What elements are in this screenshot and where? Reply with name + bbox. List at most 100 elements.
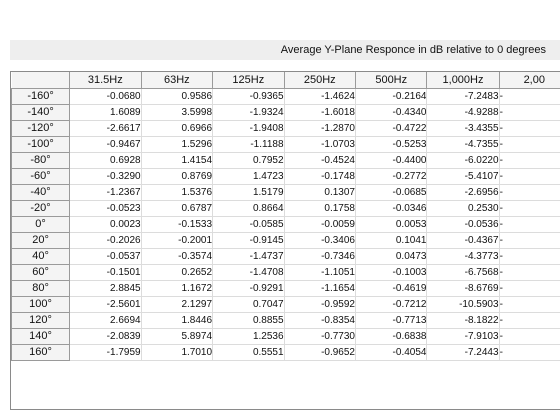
table-cell[interactable]: -1.2367 (69, 184, 142, 201)
table-cell[interactable]: -0.7713 (355, 312, 428, 329)
table-cell[interactable]: -0.3290 (69, 168, 142, 185)
table-cell[interactable]: -2.5601 (69, 296, 142, 313)
table-cell[interactable]: -0.1533 (141, 216, 214, 233)
table-cell[interactable]: -7.2443 (426, 344, 500, 361)
table-cell[interactable]: -2.0839 (69, 328, 142, 345)
table-cell[interactable]: -0.1003 (355, 264, 428, 281)
table-cell[interactable]: - (499, 200, 560, 217)
table-cell[interactable]: - (499, 264, 560, 281)
table-cell[interactable]: 1.5296 (141, 136, 214, 153)
table-cell[interactable]: -0.9291 (212, 280, 285, 297)
table-cell[interactable]: - (499, 248, 560, 265)
table-cell[interactable]: - (499, 216, 560, 233)
table-cell[interactable]: 1.6089 (69, 104, 142, 121)
table-cell[interactable]: -0.2164 (355, 88, 428, 105)
table-cell[interactable]: -7.9103 (426, 328, 500, 345)
column-header[interactable]: 31.5Hz (69, 72, 142, 89)
table-cell[interactable]: -0.0523 (69, 200, 142, 217)
table-cell[interactable]: -0.0585 (212, 216, 285, 233)
table-cell[interactable]: 5.8974 (141, 328, 214, 345)
table-cell[interactable]: -1.4624 (284, 88, 357, 105)
table-cell[interactable]: -0.8354 (284, 312, 357, 329)
row-header[interactable]: 100° (11, 296, 71, 313)
table-cell[interactable]: 0.6966 (141, 120, 214, 137)
table-cell[interactable]: - (499, 296, 560, 313)
table-cell[interactable]: -0.1748 (284, 168, 357, 185)
table-cell[interactable]: -6.0220 (426, 152, 500, 169)
table-cell[interactable]: -0.0346 (355, 200, 428, 217)
column-header[interactable]: 125Hz (212, 72, 285, 89)
table-cell[interactable]: 0.1307 (284, 184, 357, 201)
table-cell[interactable]: 1.1672 (141, 280, 214, 297)
table-cell[interactable]: -1.0703 (284, 136, 357, 153)
table-cell[interactable]: 3.5998 (141, 104, 214, 121)
table-cell[interactable]: 0.5551 (212, 344, 285, 361)
table-cell[interactable]: -0.3574 (141, 248, 214, 265)
table-cell[interactable]: -0.0536 (426, 216, 500, 233)
table-cell[interactable]: -0.0685 (355, 184, 428, 201)
table-cell[interactable]: - (499, 328, 560, 345)
row-header[interactable]: -140° (11, 104, 71, 121)
table-cell[interactable]: -0.9467 (69, 136, 142, 153)
column-header[interactable]: 500Hz (355, 72, 428, 89)
table-cell[interactable]: 2.8845 (69, 280, 142, 297)
table-cell[interactable]: 0.2530 (426, 200, 500, 217)
table-cell[interactable]: - (499, 312, 560, 329)
table-cell[interactable]: -0.1501 (69, 264, 142, 281)
table-cell[interactable]: -1.9408 (212, 120, 285, 137)
row-header[interactable]: 0° (11, 216, 71, 233)
table-cell[interactable]: -0.4054 (355, 344, 428, 361)
column-header[interactable]: 2,00 (499, 72, 560, 89)
table-cell[interactable]: 0.0473 (355, 248, 428, 265)
table-cell[interactable]: -10.5903 (426, 296, 500, 313)
table-cell[interactable]: -8.1822 (426, 312, 500, 329)
table-cell[interactable]: -7.2483 (426, 88, 500, 105)
table-cell[interactable]: - (499, 232, 560, 249)
table-cell[interactable]: -1.7959 (69, 344, 142, 361)
table-cell[interactable]: -0.0680 (69, 88, 142, 105)
table-cell[interactable]: -1.6018 (284, 104, 357, 121)
row-header[interactable]: 160° (11, 344, 71, 361)
table-cell[interactable]: -4.7355 (426, 136, 500, 153)
table-cell[interactable]: -0.9592 (284, 296, 357, 313)
row-header[interactable]: -40° (11, 184, 71, 201)
table-panel[interactable]: 31.5Hz 63Hz 125Hz 250Hz 500Hz 1,000Hz 2,00 -16… (10, 71, 560, 410)
row-header[interactable]: -100° (11, 136, 71, 153)
table-cell[interactable]: -0.7346 (284, 248, 357, 265)
row-header[interactable]: 20° (11, 232, 71, 249)
row-header[interactable]: 140° (11, 328, 71, 345)
table-cell[interactable]: -1.1654 (284, 280, 357, 297)
table-cell[interactable]: 0.6787 (141, 200, 214, 217)
table-cell[interactable]: - (499, 152, 560, 169)
row-header[interactable]: 60° (11, 264, 71, 281)
table-cell[interactable]: -1.4708 (212, 264, 285, 281)
table-cell[interactable]: -0.4400 (355, 152, 428, 169)
table-cell[interactable]: 0.9586 (141, 88, 214, 105)
table-cell[interactable]: -0.5253 (355, 136, 428, 153)
table-cell[interactable]: -0.7212 (355, 296, 428, 313)
row-header[interactable]: 40° (11, 248, 71, 265)
table-cell[interactable]: -0.0537 (69, 248, 142, 265)
table-cell[interactable]: -0.2026 (69, 232, 142, 249)
table-cell[interactable]: -1.1051 (284, 264, 357, 281)
table-cell[interactable]: 2.1297 (141, 296, 214, 313)
row-header[interactable]: 120° (11, 312, 71, 329)
table-cell[interactable]: -0.4722 (355, 120, 428, 137)
table-cell[interactable]: -1.9324 (212, 104, 285, 121)
table-cell[interactable]: - (499, 136, 560, 153)
table-cell[interactable]: -6.7568 (426, 264, 500, 281)
table-cell[interactable]: - (499, 184, 560, 201)
table-cell[interactable]: -0.9145 (212, 232, 285, 249)
table-cell[interactable]: -5.4107 (426, 168, 500, 185)
row-header[interactable]: -20° (11, 200, 71, 217)
table-cell[interactable]: - (499, 280, 560, 297)
row-header[interactable]: -60° (11, 168, 71, 185)
table-cell[interactable]: 0.8769 (141, 168, 214, 185)
table-cell[interactable]: -1.1188 (212, 136, 285, 153)
table-cell[interactable]: 0.7952 (212, 152, 285, 169)
row-header[interactable]: -80° (11, 152, 71, 169)
table-cell[interactable]: -3.4355 (426, 120, 500, 137)
table-cell[interactable]: 2.6694 (69, 312, 142, 329)
column-header[interactable]: 63Hz (141, 72, 214, 89)
table-cell[interactable]: 1.4723 (212, 168, 285, 185)
